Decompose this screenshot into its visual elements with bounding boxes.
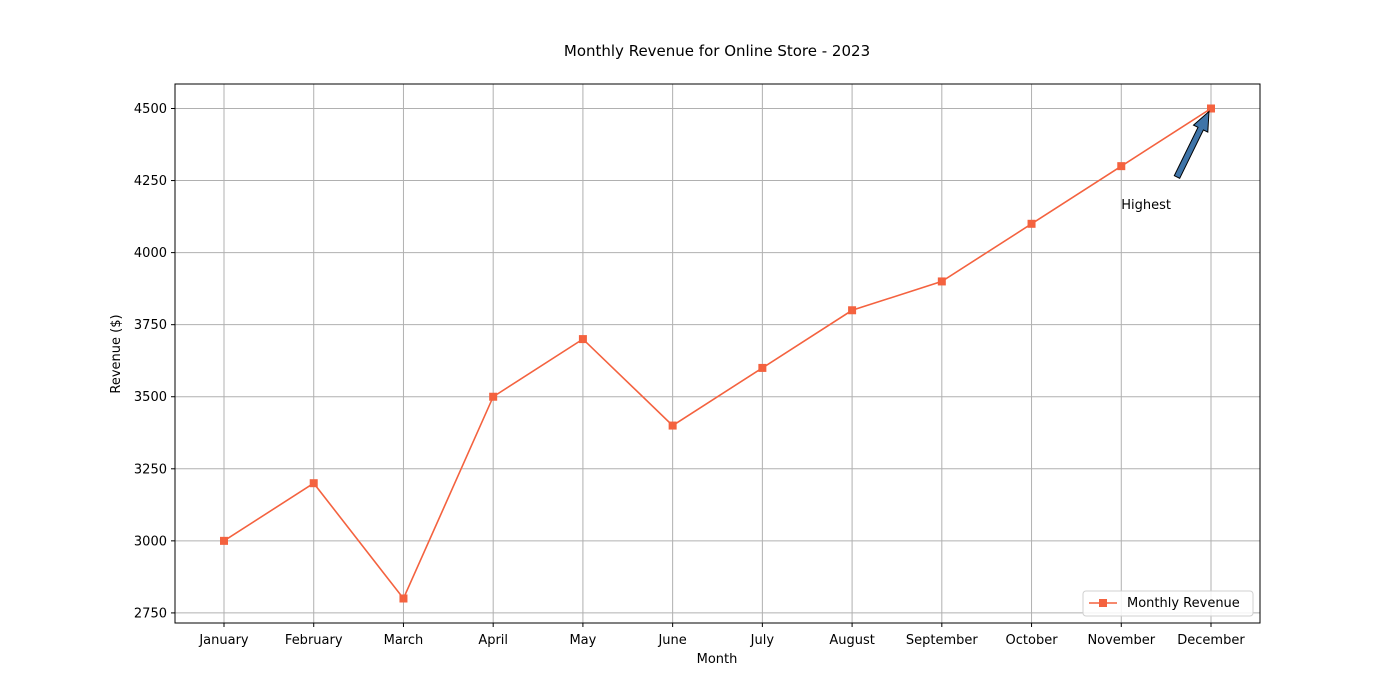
y-tick-label: 3000	[134, 534, 167, 549]
annotation-arrow	[1173, 110, 1210, 179]
data-point-marker	[937, 277, 946, 286]
legend-box	[1082, 590, 1254, 617]
series-line	[223, 107, 1212, 601]
grid	[175, 84, 1260, 623]
x-tick-label: October	[1006, 633, 1059, 648]
x-tick-label: December	[1177, 633, 1245, 648]
data-point-marker	[848, 306, 857, 315]
x-tick-label: November	[1087, 633, 1155, 648]
legend-label: Monthly Revenue	[1127, 596, 1240, 611]
y-axis-ticks: 2750 3000 3250 3500 3750 4000 4250 4500	[134, 102, 175, 621]
annotation-layer: Highest	[1121, 110, 1210, 213]
plot-frame	[174, 83, 1261, 624]
legend: Monthly Revenue	[1082, 590, 1254, 617]
data-point-marker	[399, 594, 408, 603]
data-point-marker	[758, 363, 767, 372]
x-tick-label: May	[569, 633, 596, 648]
x-tick-label: September	[906, 633, 979, 648]
annotation-text: Highest	[1121, 198, 1171, 213]
data-point-marker	[578, 335, 587, 344]
y-tick-label: 2750	[134, 606, 167, 621]
x-tick-label: January	[198, 633, 249, 648]
series-layer	[220, 104, 1215, 603]
legend-marker	[1099, 599, 1107, 607]
y-tick-label: 4000	[134, 246, 167, 261]
data-point-marker	[668, 421, 677, 430]
x-tick-label: August	[829, 633, 875, 648]
data-point-marker	[220, 536, 228, 545]
data-point-marker	[1207, 104, 1215, 113]
y-tick-label: 4250	[134, 174, 167, 189]
data-point-marker	[1117, 162, 1126, 171]
chart-title: Monthly Revenue for Online Store - 2023	[564, 42, 870, 60]
data-point-marker	[309, 479, 318, 488]
y-tick-label: 4500	[134, 102, 167, 117]
y-tick-label: 3250	[134, 462, 167, 477]
x-tick-label: February	[285, 633, 343, 648]
data-point-marker	[489, 392, 498, 401]
y-tick-label: 3750	[134, 318, 167, 333]
y-tick-label: 3500	[134, 390, 167, 405]
x-axis-label: Month	[697, 652, 738, 667]
x-tick-label: April	[478, 633, 508, 648]
x-tick-label: June	[657, 633, 686, 648]
x-tick-label: March	[384, 633, 424, 648]
data-point-marker	[1027, 219, 1036, 228]
y-axis-label: Revenue ($)	[109, 314, 124, 393]
x-axis-ticks: January February March April May June July Augu…	[198, 623, 1245, 648]
x-tick-label: July	[750, 633, 775, 648]
